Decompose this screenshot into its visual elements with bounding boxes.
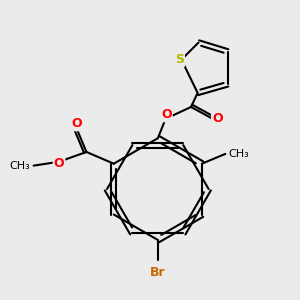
Text: Br: Br bbox=[150, 266, 166, 279]
Text: O: O bbox=[54, 157, 64, 170]
Text: O: O bbox=[212, 112, 223, 125]
Text: CH₃: CH₃ bbox=[228, 149, 249, 159]
Text: CH₃: CH₃ bbox=[10, 160, 31, 171]
Text: O: O bbox=[71, 117, 82, 130]
Text: O: O bbox=[161, 108, 172, 121]
Text: S: S bbox=[175, 53, 184, 66]
